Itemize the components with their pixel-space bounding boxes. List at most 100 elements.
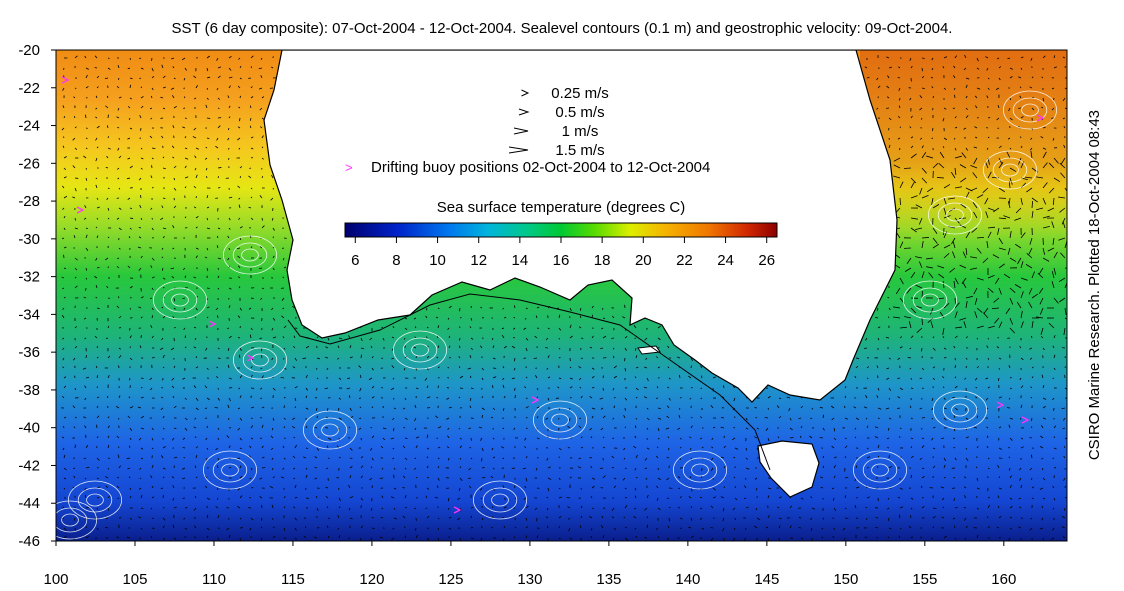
velocity-vector: [676, 356, 681, 359]
velocity-vector: [921, 145, 924, 149]
velocity-vector: [272, 476, 275, 479]
velocity-vector: [786, 396, 791, 399]
velocity-vector: [248, 206, 252, 209]
velocity-vector: [250, 327, 253, 331]
velocity-vector: [1036, 207, 1044, 211]
velocity-vector: [525, 416, 528, 419]
velocity-vector: [337, 357, 340, 360]
velocity-vector: [261, 135, 264, 139]
velocity-vector: [107, 67, 111, 70]
velocity-vector: [459, 437, 462, 440]
velocity-vector: [492, 437, 495, 440]
velocity-vector: [116, 217, 120, 220]
velocity-vector: [1039, 527, 1044, 530]
velocity-vector: [206, 425, 208, 429]
velocity-vector: [502, 516, 505, 519]
velocity-vector: [1031, 477, 1033, 480]
velocity-vector: [874, 436, 879, 439]
velocity-vector: [492, 376, 497, 379]
velocity-vector: [206, 367, 209, 370]
velocity-vector: [973, 157, 978, 165]
velocity-vector: [138, 177, 142, 181]
velocity-vector: [789, 505, 793, 509]
velocity-vector: [338, 506, 341, 509]
buoy-marker: [996, 401, 1005, 409]
velocity-vector: [448, 406, 452, 409]
velocity-vector: [281, 315, 285, 319]
velocity-vector: [844, 405, 846, 409]
velocity-vector: [667, 366, 670, 369]
velocity-vector: [204, 485, 208, 489]
velocity-vector: [271, 174, 274, 179]
x-tick-label: 145: [754, 571, 779, 588]
velocity-vector: [524, 485, 527, 489]
velocity-vector: [250, 66, 253, 69]
velocity-vector: [434, 496, 439, 499]
velocity-vector: [976, 277, 984, 281]
velocity-vector: [162, 86, 166, 89]
velocity-vector: [294, 406, 297, 409]
velocity-vector: [954, 385, 958, 389]
velocity-vector: [887, 507, 890, 510]
velocity-vector: [987, 136, 990, 139]
velocity-vector: [998, 367, 1001, 370]
velocity-vector: [161, 267, 164, 271]
velocity-vector: [943, 207, 947, 215]
velocity-vector: [965, 231, 971, 239]
velocity-vector: [239, 237, 242, 241]
velocity-vector: [149, 107, 153, 110]
velocity-vector: [173, 365, 176, 369]
velocity-vector: [85, 234, 88, 239]
velocity-vector: [162, 415, 165, 419]
velocity-vector: [129, 207, 133, 210]
y-tick-label: -22: [18, 80, 40, 97]
velocity-vector: [591, 386, 595, 389]
buoy-marker: [531, 396, 540, 404]
velocity-vector: [646, 516, 649, 519]
velocity-vector: [96, 235, 99, 239]
velocity-vector: [853, 406, 857, 409]
velocity-vector: [568, 527, 571, 532]
velocity-vector: [954, 364, 956, 369]
velocity-vector: [778, 397, 782, 400]
velocity-vector: [534, 335, 538, 339]
velocity-vector: [915, 284, 923, 289]
velocity-vector: [921, 467, 925, 470]
velocity-vector: [624, 347, 627, 351]
velocity-vector: [558, 496, 563, 499]
velocity-vector: [997, 505, 1000, 509]
velocity-vector: [392, 377, 395, 380]
velocity-vector: [756, 517, 761, 521]
sealevel-contour: [212, 457, 248, 483]
sealevel-contour: [392, 330, 447, 370]
velocity-vector: [919, 107, 923, 111]
velocity-vector: [316, 377, 319, 380]
velocity-vector: [688, 526, 692, 529]
velocity-vector: [381, 507, 384, 510]
velocity-vector: [425, 315, 428, 319]
velocity-vector: [1031, 293, 1039, 299]
velocity-vector: [160, 407, 164, 410]
velocity-vector: [74, 187, 77, 192]
velocity-vector: [745, 467, 750, 470]
buoy-legend-symbol: >: [345, 160, 353, 175]
velocity-vector: [910, 497, 914, 500]
velocity-vector: [83, 217, 87, 220]
velocity-vector: [105, 337, 109, 339]
velocity-vector: [151, 496, 155, 499]
velocity-vector: [393, 517, 397, 520]
velocity-vector: [139, 114, 142, 119]
velocity-vector: [85, 86, 89, 89]
velocity-vector: [63, 227, 66, 230]
velocity-vector: [1009, 297, 1014, 305]
velocity-vector: [943, 56, 948, 59]
velocity-vector: [127, 157, 131, 160]
velocity-vector: [206, 306, 210, 309]
velocity-vector: [127, 415, 131, 419]
velocity-vector: [666, 405, 670, 409]
velocity-vector: [558, 347, 561, 350]
velocity-vector: [863, 406, 868, 409]
velocity-vector: [182, 497, 186, 499]
buoy-marker: [246, 354, 255, 362]
velocity-scale-label: 1.5 m/s: [555, 142, 604, 159]
